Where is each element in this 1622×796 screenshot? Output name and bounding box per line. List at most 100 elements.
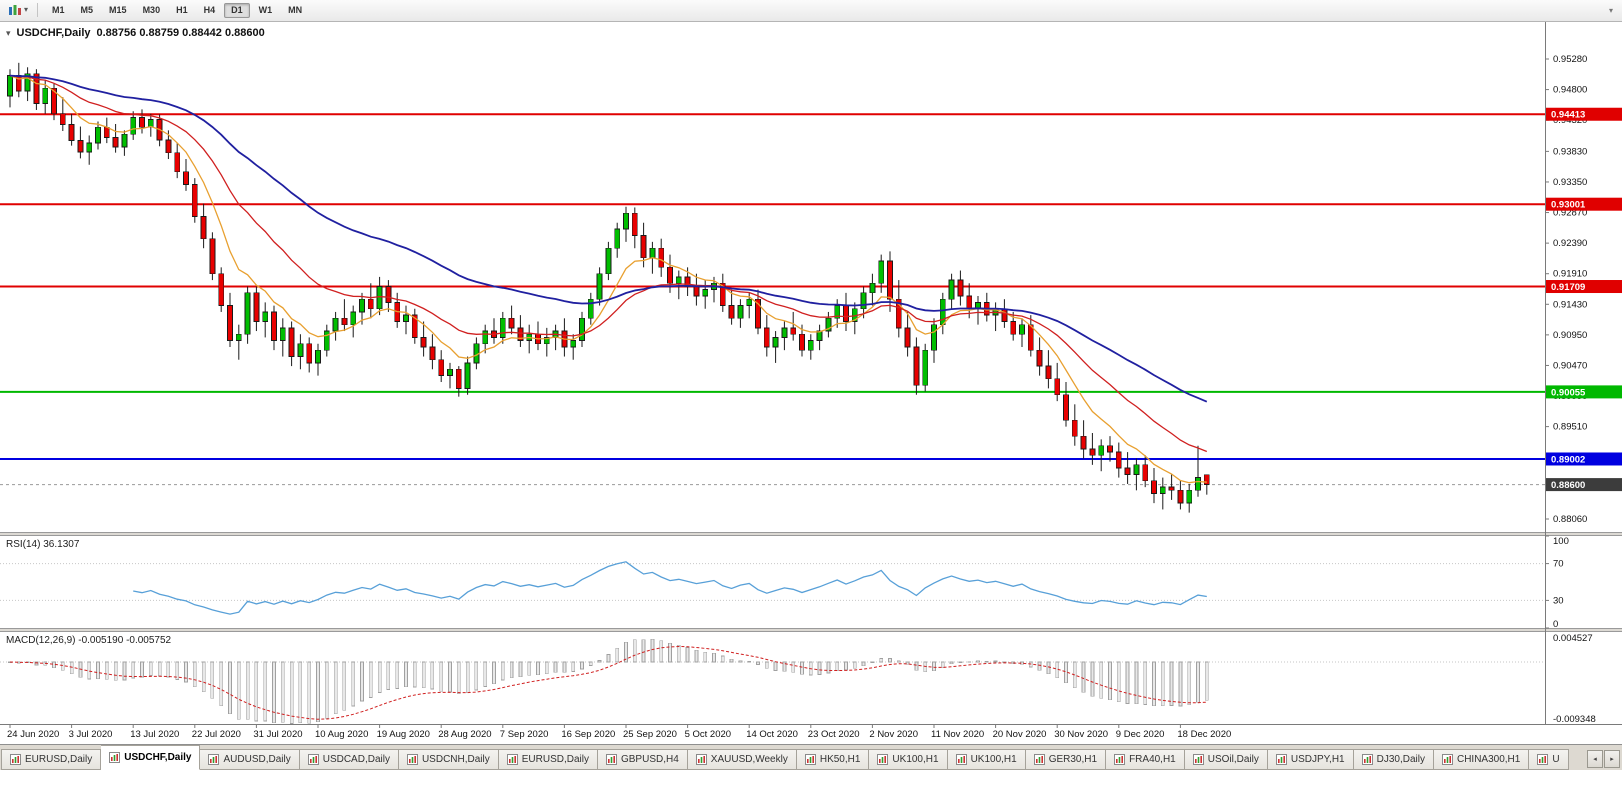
chart-tab-label: USDCNH,Daily [421,754,490,765]
candle [957,270,964,306]
chart-tab-label: EURUSD,Daily [25,754,93,765]
chart-tab[interactable]: FRA40,H1 [1106,749,1185,770]
candle [499,311,506,344]
chart-tab[interactable]: CHINA300,H1 [1433,749,1530,770]
candle [95,121,101,150]
price-axis-label: 0.93830 [1553,146,1587,157]
chart-tab-icon [10,754,21,765]
charts-menu-button[interactable]: ▾ [5,3,31,18]
timeframe-button-w1[interactable]: W1 [252,3,280,19]
chart-window[interactable]: 0.952800.948000.943200.938300.933500.928… [0,22,1622,744]
candle [895,280,902,338]
candle [59,97,66,131]
timeframe-button-h1[interactable]: H1 [169,3,195,19]
chart-tab[interactable]: AUDUSD,Daily [200,749,300,770]
chart-tab[interactable]: EURUSD,Daily [498,749,598,770]
toolbar-overflow-icon[interactable]: ▾ [1608,6,1613,15]
candle [411,308,418,344]
time-axis-label: 30 Nov 2020 [1054,729,1108,740]
tab-scroll-left-button[interactable]: ◂ [1587,750,1603,768]
chevron-down-icon: ▾ [24,5,29,15]
timeframe-button-d1[interactable]: D1 [224,2,250,19]
candle [227,292,233,347]
timeframe-button-m5[interactable]: M5 [74,3,101,19]
chart-tab-icon [208,754,220,765]
price-axis-label: 0.89510 [1553,422,1587,433]
price-tag-label: 0.94413 [1551,110,1585,121]
candle [323,324,330,357]
price-tag-label: 0.91709 [1551,282,1585,293]
price-axis-label: 0.91430 [1553,299,1587,310]
price-tag [1546,280,1622,294]
chart-tab[interactable]: USDCAD,Daily [299,749,399,770]
candle [218,267,225,312]
price-axis-label: 0.95280 [1553,54,1587,65]
candle [1142,455,1149,488]
chart-tab[interactable]: USDJPY,H1 [1267,749,1354,770]
candle [614,222,621,258]
chart-tab[interactable]: USOil,Daily [1184,749,1268,770]
chart-tab[interactable]: HK50,H1 [796,749,870,770]
candle [315,343,321,376]
rsi-axis-label: 70 [1553,559,1564,570]
bottom-strip [0,770,1622,796]
chart-tab-icon [605,754,617,765]
candle [763,315,770,357]
candle [878,254,885,293]
candle [1133,458,1140,491]
timeframe-button-m30[interactable]: M30 [136,3,168,19]
chart-tab-icon [804,754,816,765]
timeframe-button-h4[interactable]: H4 [197,3,223,19]
candle [51,83,57,121]
time-axis-label: 24 Jun 2020 [7,729,59,740]
chart-tab[interactable]: UK100,H1 [947,749,1026,770]
candle [121,130,128,156]
candle [631,207,638,249]
tab-scroll-right-button[interactable]: ▸ [1604,750,1620,768]
candle [1036,337,1043,376]
chart-tab-icon [955,754,967,765]
chart-tab[interactable]: U [1529,749,1569,770]
chart-tab[interactable]: UK100,H1 [869,749,948,770]
candle [807,334,814,360]
chart-tab[interactable]: XAUUSD,Weekly [687,749,797,770]
candle [517,315,524,347]
panel-separator[interactable] [0,532,1622,536]
chart-tab[interactable]: EURUSD,Daily [1,749,102,770]
chart-tab-label: UK100,H1 [892,754,939,765]
timeframe-button-mn[interactable]: MN [281,3,309,19]
chart-tab-label: HK50,H1 [819,754,861,765]
chart-symbol-label: USDCHF,Daily [16,27,91,39]
candle [359,292,365,325]
time-axis-label: 20 Nov 2020 [993,729,1047,740]
time-axis-label: 13 Jul 2020 [130,729,179,740]
timeframe-button-m1[interactable]: M1 [45,3,72,19]
candle [482,324,489,354]
candle [570,334,577,360]
chart-tab[interactable]: USDCNH,Daily [398,749,499,770]
time-axis-label: 5 Oct 2020 [685,729,731,740]
one-click-trading-toggle[interactable]: ▾ [6,27,11,38]
time-axis-label: 19 Aug 2020 [377,729,430,740]
panel-separator[interactable] [0,628,1622,632]
candle [262,302,269,338]
chart-tab[interactable]: GBPUSD,H4 [597,749,688,770]
chart-tab[interactable]: DJ30,Daily [1353,749,1434,770]
candle [1151,468,1157,504]
chart-tab-icon [1114,754,1126,765]
candle [271,305,277,351]
candle [1089,432,1096,465]
candle [869,273,876,306]
timeframe-button-group: M1 M5 M15 M30 H1 H4 D1 W1 MN [44,2,310,19]
chart-tab-bar: EURUSD,Daily USDCHF,Daily AUDUSD,Daily USDC… [0,744,1622,770]
price-axis-label: 0.92390 [1553,238,1587,249]
candle [781,321,788,351]
timeframe-button-m15[interactable]: M15 [102,3,134,19]
chart-tab[interactable]: GER30,H1 [1025,749,1107,770]
rsi-axis-label: 30 [1553,595,1564,606]
rsi-axis-label: 0 [1553,619,1558,630]
candle [579,311,585,347]
candle [42,80,49,114]
chart-tab[interactable]: USDCHF,Daily [101,745,201,770]
candle [755,289,761,335]
